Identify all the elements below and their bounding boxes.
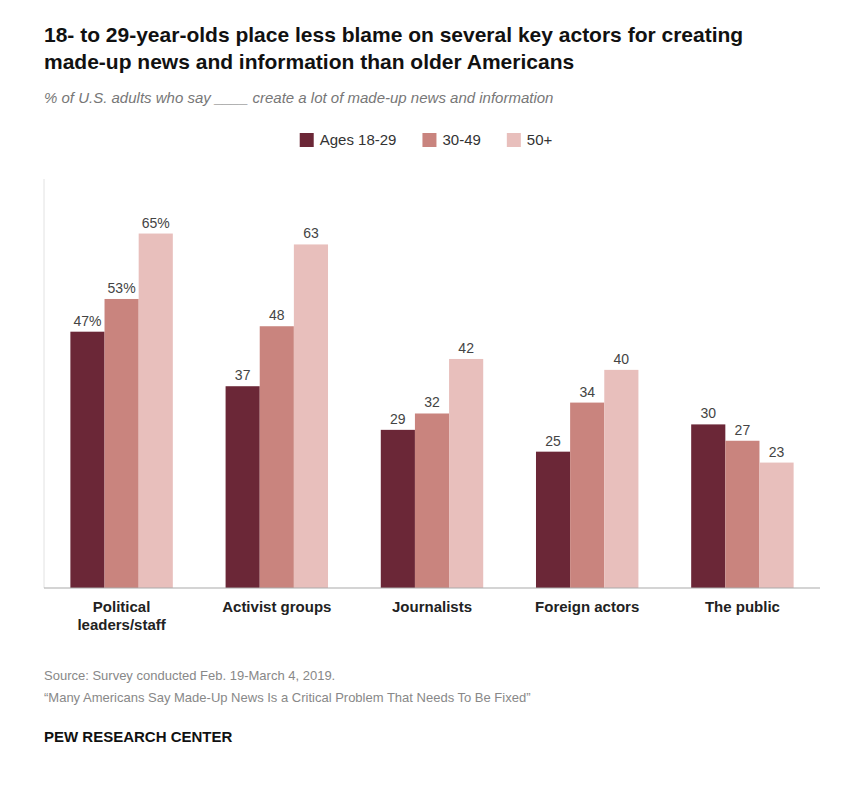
bar <box>759 463 793 588</box>
x-tick-label: Activist groups <box>222 598 331 615</box>
legend-item: Ages 18-29 <box>300 131 397 148</box>
legend-swatch <box>300 133 314 147</box>
value-label: 53% <box>108 280 136 296</box>
value-label: 32 <box>424 394 440 410</box>
value-label: 34 <box>579 384 595 400</box>
legend-item: 30-49 <box>422 131 480 148</box>
legend-label: 30-49 <box>442 131 480 148</box>
bars <box>70 234 793 588</box>
bar <box>691 424 725 588</box>
y-axis-line <box>44 179 45 588</box>
value-label: 29 <box>390 411 406 427</box>
value-label: 42 <box>458 340 474 356</box>
x-tick-label-line: leaders/staff <box>77 616 166 633</box>
bar <box>536 452 570 588</box>
value-label: 27 <box>735 422 751 438</box>
x-tick-label-line: The public <box>705 598 780 615</box>
bar <box>226 386 260 588</box>
bar <box>70 332 104 588</box>
x-tick-label: The public <box>705 598 780 615</box>
bar <box>105 299 139 588</box>
value-label: 47% <box>73 313 101 329</box>
value-label: 65% <box>142 215 170 231</box>
bar <box>381 430 415 588</box>
value-label: 40 <box>614 351 630 367</box>
bar <box>139 234 173 588</box>
x-tick-label: Foreign actors <box>535 598 639 615</box>
bar <box>725 441 759 588</box>
annotation: PEW RESEARCH CENTER <box>44 728 233 745</box>
legend-swatch <box>422 133 436 147</box>
value-label: 37 <box>235 367 251 383</box>
title: 18- to 29-year-olds place less blame on … <box>44 23 743 73</box>
title-line: made-up news and information than older … <box>44 50 574 73</box>
x-tick-label: Journalists <box>392 598 472 615</box>
x-tick-label: Politicalleaders/staff <box>77 598 166 633</box>
legend-label: 50+ <box>527 131 553 148</box>
x-tick-label-line: Political <box>93 598 151 615</box>
x-tick-label-line: Activist groups <box>222 598 331 615</box>
value-label: 25 <box>545 433 561 449</box>
bar <box>415 413 449 588</box>
value-label: 30 <box>700 405 716 421</box>
legend-label: Ages 18-29 <box>320 131 397 148</box>
legend: Ages 18-29 30-49 50+ <box>300 131 553 148</box>
x-tick-label-line: Journalists <box>392 598 472 615</box>
legend-swatch <box>507 133 521 147</box>
title-line: 18- to 29-year-olds place less blame on … <box>44 23 743 46</box>
annotation: Source: Survey conducted Feb. 19-March 4… <box>44 668 335 683</box>
x-tick-label-line: Foreign actors <box>535 598 639 615</box>
x-axis-line <box>44 587 820 588</box>
value-label: 23 <box>769 444 785 460</box>
value-label: 63 <box>303 225 319 241</box>
value-labels: 47% 37 29 25 30 53% 48 32 34 27 65% 63 42 40 23 <box>73 215 784 460</box>
legend-item: 50+ <box>507 131 553 148</box>
bar <box>604 370 638 588</box>
subtitle-line: % of U.S. adults who say ____ create a l… <box>44 89 553 106</box>
subtitle: % of U.S. adults who say ____ create a l… <box>44 89 553 106</box>
bar <box>260 326 294 588</box>
value-label: 48 <box>269 307 285 323</box>
bar <box>570 403 604 588</box>
bar <box>449 359 483 588</box>
chart: 18- to 29-year-olds place less blame on … <box>0 0 852 811</box>
annotation: “Many Americans Say Made-Up News Is a Cr… <box>44 690 530 705</box>
bar <box>294 244 328 588</box>
